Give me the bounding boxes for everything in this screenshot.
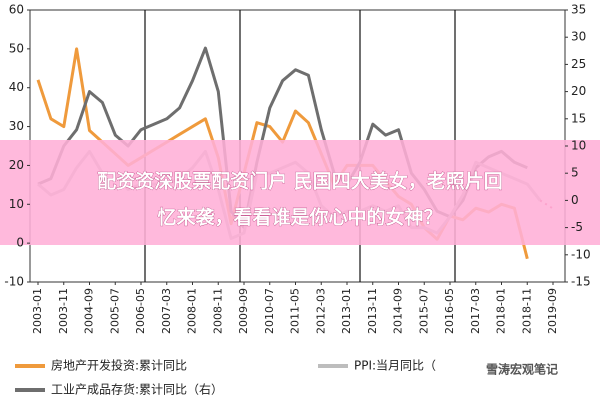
- y2-tick-label: -5: [571, 220, 583, 234]
- x-tick-label: 2018-11: [520, 288, 533, 334]
- x-tick-label: 2013-01: [340, 288, 353, 334]
- x-tick-label: 2013-11: [366, 288, 379, 334]
- x-tick-label: 2008-11: [211, 288, 224, 334]
- x-tick-label: 2018-01: [495, 288, 508, 334]
- y2-tick-label: 20: [571, 84, 586, 98]
- x-tick-label: 2017-03: [469, 288, 482, 334]
- y-tick-label: -10: [4, 275, 24, 289]
- banner-text: 配资资深股票配资门户 民国四大美女，老照片回: [97, 170, 503, 193]
- x-tick-label: 2009-09: [237, 288, 250, 334]
- x-tick-label: 2014-09: [392, 288, 405, 334]
- x-tick-label: 2007-03: [160, 288, 173, 334]
- legend-label: 工业产成品存货:累计同比（右）: [51, 382, 223, 397]
- y2-tick-label: 5: [571, 166, 579, 180]
- x-tick-label: 2015-07: [417, 288, 430, 334]
- x-tick-label: 2012-03: [314, 288, 327, 334]
- x-tick-label: 2011-05: [289, 288, 302, 334]
- y-tick-label: 40: [9, 80, 24, 94]
- x-tick-label: 2010-07: [263, 288, 276, 334]
- y-tick-label: 30: [9, 119, 24, 133]
- x-tick-label: 2003-11: [57, 288, 70, 334]
- y-tick-label: 60: [9, 3, 24, 17]
- y2-tick-label: 25: [571, 57, 586, 71]
- x-tick-label: 2004-09: [83, 288, 96, 334]
- x-tick-label: 2016-05: [443, 288, 456, 334]
- y2-tick-label: 30: [571, 30, 586, 44]
- x-tick-label: 2008-01: [186, 288, 199, 334]
- y-tick-label: 50: [9, 41, 24, 55]
- banner-text: 忆来袭，看看谁是你心中的女神？: [157, 206, 442, 229]
- y-tick-label: 10: [9, 197, 24, 211]
- legend-label: 房地产开发投资:累计同比: [51, 358, 187, 373]
- y2-tick-label: -15: [571, 275, 591, 289]
- y2-tick-label: 35: [571, 3, 586, 17]
- watermark: 雪涛宏观笔记: [486, 362, 558, 377]
- y2-tick-label: 0: [571, 193, 579, 207]
- y2-tick-label: -10: [571, 247, 591, 261]
- x-tick-label: 2005-07: [108, 288, 121, 334]
- y-tick-label: 0: [16, 236, 24, 250]
- x-tick-label: 2006-05: [134, 288, 147, 334]
- legend-label: PPI:当月同比（: [354, 359, 436, 373]
- x-tick-label: 2003-01: [31, 288, 44, 334]
- y-tick-label: 20: [9, 158, 24, 172]
- banner-bg: [0, 140, 600, 245]
- x-tick-label: 2019-09: [546, 288, 559, 334]
- y2-tick-label: 15: [571, 111, 586, 125]
- y2-tick-label: 10: [571, 139, 586, 153]
